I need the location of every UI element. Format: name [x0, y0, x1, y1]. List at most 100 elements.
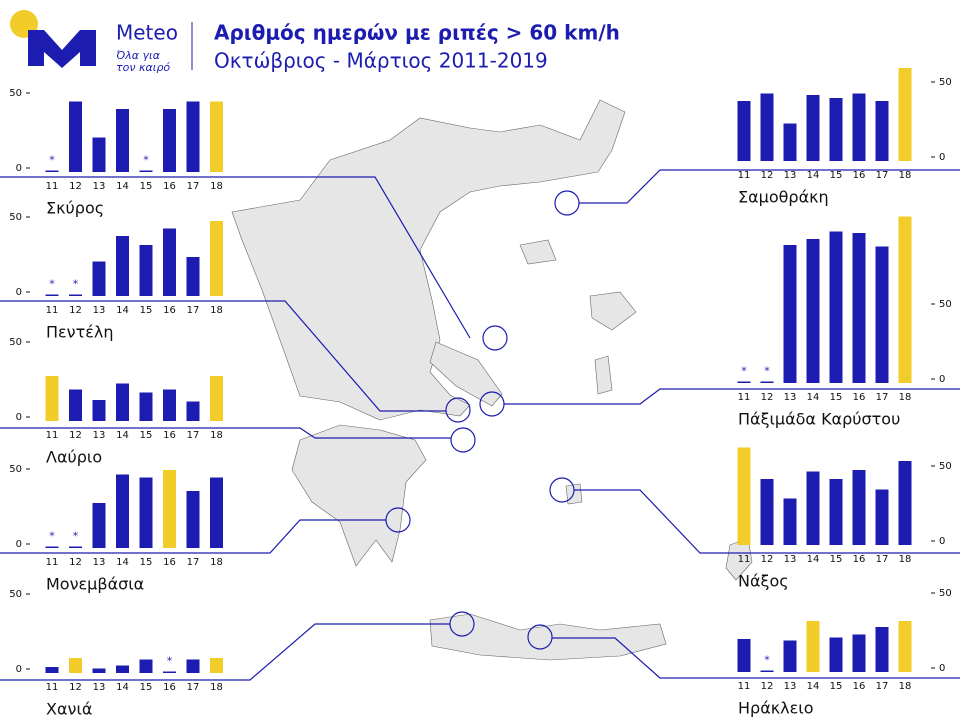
bar: [69, 658, 82, 673]
y-tick-label: 50: [9, 88, 22, 99]
x-tick-label: 11: [46, 181, 59, 192]
bar: [163, 671, 176, 673]
x-tick-label: 17: [187, 305, 200, 316]
location-marker: [385, 507, 411, 533]
bar: [852, 93, 866, 161]
crete: [429, 613, 667, 661]
bar-chart: 0 50 * 11 12 13 14 * 15 16 17 18 Σκύρος: [9, 88, 223, 218]
bar: [783, 123, 797, 161]
y-tick-label: 50: [9, 337, 22, 348]
chart-title: Ηράκλειο: [738, 699, 813, 718]
connector: [0, 427, 451, 439]
bar: [163, 470, 176, 548]
chart-title: Μονεμβάσια: [46, 575, 144, 594]
bar: [92, 137, 106, 172]
bar-chart: 0 50 11 12 13 14 15 16 17 18 Νάξος: [737, 447, 952, 591]
bar: [875, 246, 889, 383]
bar: [852, 470, 866, 545]
x-tick-label: 15: [140, 181, 153, 192]
tagline: τον καιρό: [116, 61, 170, 74]
bar-chart: 0 50 11 12 13 14 15 16 17 18 Λαύριο: [9, 337, 223, 467]
y-tick-label: 50: [939, 461, 952, 472]
bar: [210, 477, 223, 548]
x-tick-label: 14: [807, 681, 820, 692]
x-tick-label: 15: [830, 392, 843, 403]
y-tick-label: 0: [16, 163, 22, 174]
bar: [45, 294, 59, 296]
y-tick-label: 50: [939, 588, 952, 599]
connector: [579, 169, 960, 204]
connector: [504, 388, 960, 405]
subtitle: Οκτώβριος - Μάρτιος 2011-2019: [214, 49, 548, 73]
x-tick-label: 14: [807, 554, 820, 565]
bar-chart: 0 50 * 11 * 12 13 14 15 16 17 18 Μονεμβάσια: [9, 464, 223, 594]
bar-chart: 0 50 * 11 * 12 13 14 15 16 17 18 Πάξιμάδα Καρύστου: [737, 216, 952, 429]
bar: [69, 546, 82, 548]
bar: [92, 503, 106, 548]
bar: [45, 667, 59, 673]
y-tick-label: 0: [16, 539, 22, 550]
x-tick-label: 12: [69, 181, 82, 192]
x-tick-label: 18: [210, 430, 223, 441]
x-tick-label: 16: [853, 392, 866, 403]
connector: [574, 489, 960, 554]
bar: [163, 389, 176, 421]
bar: [852, 233, 866, 383]
flag: *: [49, 154, 55, 167]
bar: [898, 461, 912, 545]
connector: [0, 176, 471, 339]
mainland: [231, 99, 626, 421]
x-tick-label: 17: [876, 392, 889, 403]
bar: [898, 68, 912, 161]
y-tick-label: 50: [9, 464, 22, 475]
evia: [429, 341, 503, 407]
x-tick-label: 12: [69, 557, 82, 568]
bar: [760, 93, 774, 161]
bar: [139, 477, 153, 548]
location-marker: [445, 397, 471, 423]
bar: [737, 639, 751, 672]
x-tick-label: 17: [187, 557, 200, 568]
bar: [829, 637, 843, 672]
location-marker: [482, 325, 508, 351]
bar: [92, 400, 106, 421]
flag: *: [741, 365, 747, 378]
connector: [552, 637, 960, 679]
x-tick-label: 12: [761, 392, 774, 403]
y-tick-label: 50: [9, 212, 22, 223]
x-tick-label: 14: [807, 392, 820, 403]
x-tick-label: 14: [116, 682, 129, 693]
x-tick-label: 16: [163, 557, 176, 568]
y-tick-label: 0: [939, 152, 945, 163]
x-tick-label: 15: [140, 430, 153, 441]
tagline: Όλα για: [116, 49, 161, 62]
bar: [186, 401, 200, 421]
bar: [139, 659, 153, 673]
x-tick-label: 14: [116, 305, 129, 316]
bar: [210, 221, 223, 296]
x-tick-label: 13: [93, 430, 106, 441]
x-tick-label: 17: [876, 554, 889, 565]
chart-title: Λαύριο: [46, 448, 102, 467]
x-tick-label: 18: [210, 305, 223, 316]
title: Αριθμός ημερών με ριπές > 60 km/h: [214, 21, 620, 45]
bar: [163, 109, 176, 172]
x-tick-label: 17: [187, 430, 200, 441]
location-marker: [527, 624, 553, 650]
bar: [829, 98, 843, 161]
x-tick-label: 18: [899, 681, 912, 692]
bar: [210, 376, 223, 421]
connector: [0, 623, 450, 681]
flag: *: [167, 655, 173, 668]
location-marker: [450, 427, 476, 453]
x-tick-label: 12: [69, 430, 82, 441]
peloponnese: [291, 424, 427, 567]
location-marker: [549, 477, 575, 503]
bar-chart: 0 50 * 11 * 12 13 14 15 16 17 18 Πεντέλη: [9, 212, 223, 342]
bar: [875, 101, 889, 161]
flag: *: [764, 365, 770, 378]
x-tick-label: 11: [738, 170, 751, 181]
chart-title: Σκύρος: [46, 199, 104, 218]
x-tick-label: 13: [784, 392, 797, 403]
